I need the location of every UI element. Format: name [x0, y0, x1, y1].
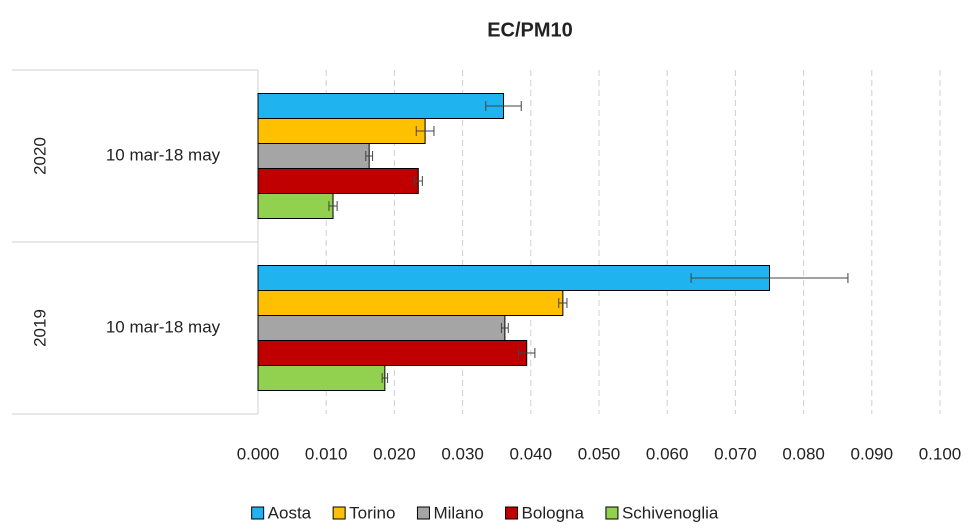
- bar: [257, 168, 419, 194]
- x-tick-label: 0.000: [237, 444, 280, 463]
- bar: [257, 118, 426, 144]
- x-tick-label: 0.030: [441, 444, 484, 463]
- legend-label: Bologna: [522, 503, 585, 522]
- legend-label: Milano: [433, 503, 483, 522]
- x-tick-label: 0.050: [578, 444, 621, 463]
- category-label: 10 mar-18 may: [106, 317, 221, 336]
- group-label: 2020: [30, 137, 49, 175]
- x-tick-label: 0.080: [782, 444, 825, 463]
- x-tick-label: 0.090: [851, 444, 894, 463]
- legend-label: Aosta: [268, 503, 312, 522]
- category-label: 10 mar-18 may: [106, 145, 221, 164]
- x-tick-label: 0.020: [373, 444, 416, 463]
- group-label: 2019: [30, 309, 49, 347]
- bar: [257, 265, 770, 291]
- x-tick-label: 0.060: [646, 444, 689, 463]
- chart-title: EC/PM10: [487, 19, 573, 41]
- legend-swatch: [605, 506, 619, 520]
- legend-swatch: [332, 506, 346, 520]
- bar: [257, 365, 386, 391]
- legend-swatch: [416, 506, 430, 520]
- bar: [257, 143, 370, 169]
- bar: [257, 93, 505, 119]
- x-tick-label: 0.100: [919, 444, 962, 463]
- legend-label: Schivenoglia: [622, 503, 719, 522]
- legend-label: Torino: [349, 503, 395, 522]
- bar: [257, 340, 528, 366]
- bar: [257, 290, 564, 316]
- x-tick-label: 0.040: [510, 444, 553, 463]
- x-tick-label: 0.010: [305, 444, 348, 463]
- legend-swatch: [505, 506, 519, 520]
- bar: [257, 193, 334, 219]
- bar: [257, 315, 506, 341]
- legend-swatch: [251, 506, 265, 520]
- x-tick-label: 0.070: [714, 444, 757, 463]
